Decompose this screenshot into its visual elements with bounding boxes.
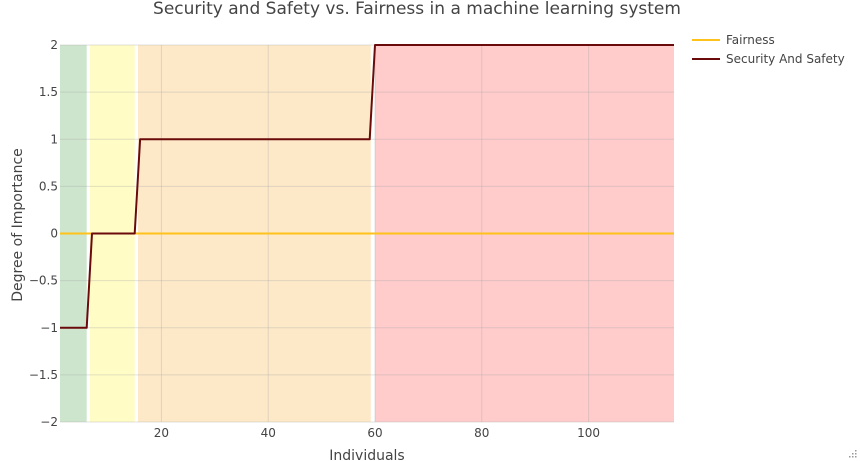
chart-title: Security and Safety vs. Fairness in a ma… [153,0,681,19]
y-tick-label: −1 [40,321,58,335]
legend-item[interactable]: Fairness [692,33,775,47]
x-tick-label: 80 [474,426,489,440]
y-tick-label: −1.5 [29,368,58,382]
tick-labels: 20 40 60 80 100 −2 −1.5 −1 −0.5 0 0.5 1 1.5 2 [29,38,600,440]
series-line-1 [60,44,674,329]
x-tick-label: 20 [154,426,169,440]
legend-item[interactable]: Security And Safety [692,52,845,66]
y-tick-label: 2 [50,38,58,52]
y-tick-label: −2 [40,415,58,429]
legend-label: Security And Safety [726,52,845,66]
y-tick-label: 0.5 [39,179,58,193]
y-axis-title: Degree of Importance [10,148,26,302]
y-tick-label: 0 [50,227,58,241]
y-tick-label: 1.5 [39,85,58,99]
x-tick-label: 60 [367,426,382,440]
legend[interactable]: Fairness Security And Safety [692,33,845,66]
y-tick-label: −0.5 [29,274,58,288]
x-axis-title: Individuals [329,448,404,461]
series-lines [60,44,674,329]
x-tick-label: 40 [261,426,276,440]
legend-label: Fairness [726,33,775,47]
x-tick-label: 100 [577,426,600,440]
y-tick-label: 1 [50,132,58,146]
resize-handle-icon[interactable] [848,449,858,459]
